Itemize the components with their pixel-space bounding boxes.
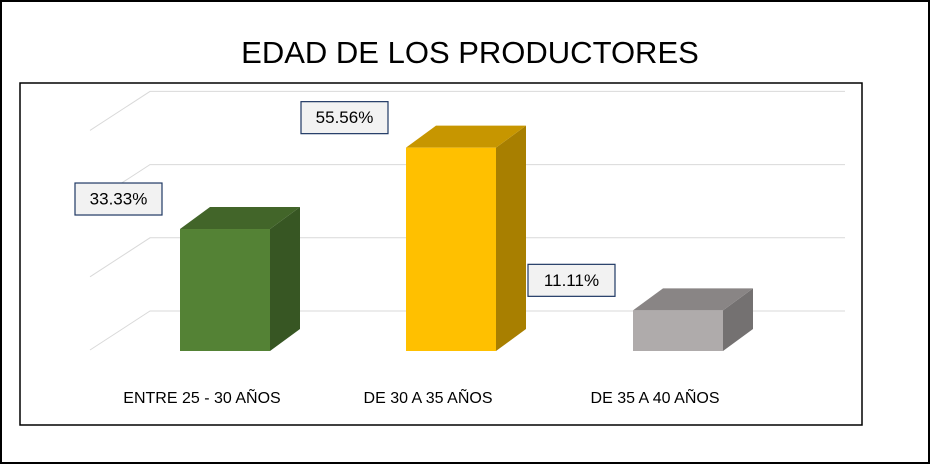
data-label-box (74, 182, 163, 216)
bar (633, 310, 723, 351)
data-label: 11.11% (544, 271, 599, 290)
bar-top (180, 207, 300, 230)
bar (406, 147, 496, 351)
bar-side (723, 288, 753, 351)
data-label: 55.56% (316, 108, 374, 127)
grid-line (89, 90, 845, 131)
data-label: 33.33% (90, 189, 148, 208)
chart-title: EDAD DE LOS PRODUCTORES (241, 35, 699, 70)
x-tick-label: ENTRE 25 - 30 AÑOS (123, 387, 280, 407)
bar-side (270, 207, 300, 351)
bar-side (496, 125, 526, 352)
x-tick-label: DE 35 A 40 AÑOS (591, 387, 720, 407)
data-label-box (300, 101, 389, 135)
bar-top (633, 288, 753, 311)
x-tick-label: DE 30 A 35 AÑOS (364, 387, 493, 407)
data-label-box (527, 263, 616, 297)
bar-top (406, 125, 526, 148)
grid-line (89, 237, 845, 278)
grid-line (89, 310, 845, 351)
bar (180, 229, 270, 351)
